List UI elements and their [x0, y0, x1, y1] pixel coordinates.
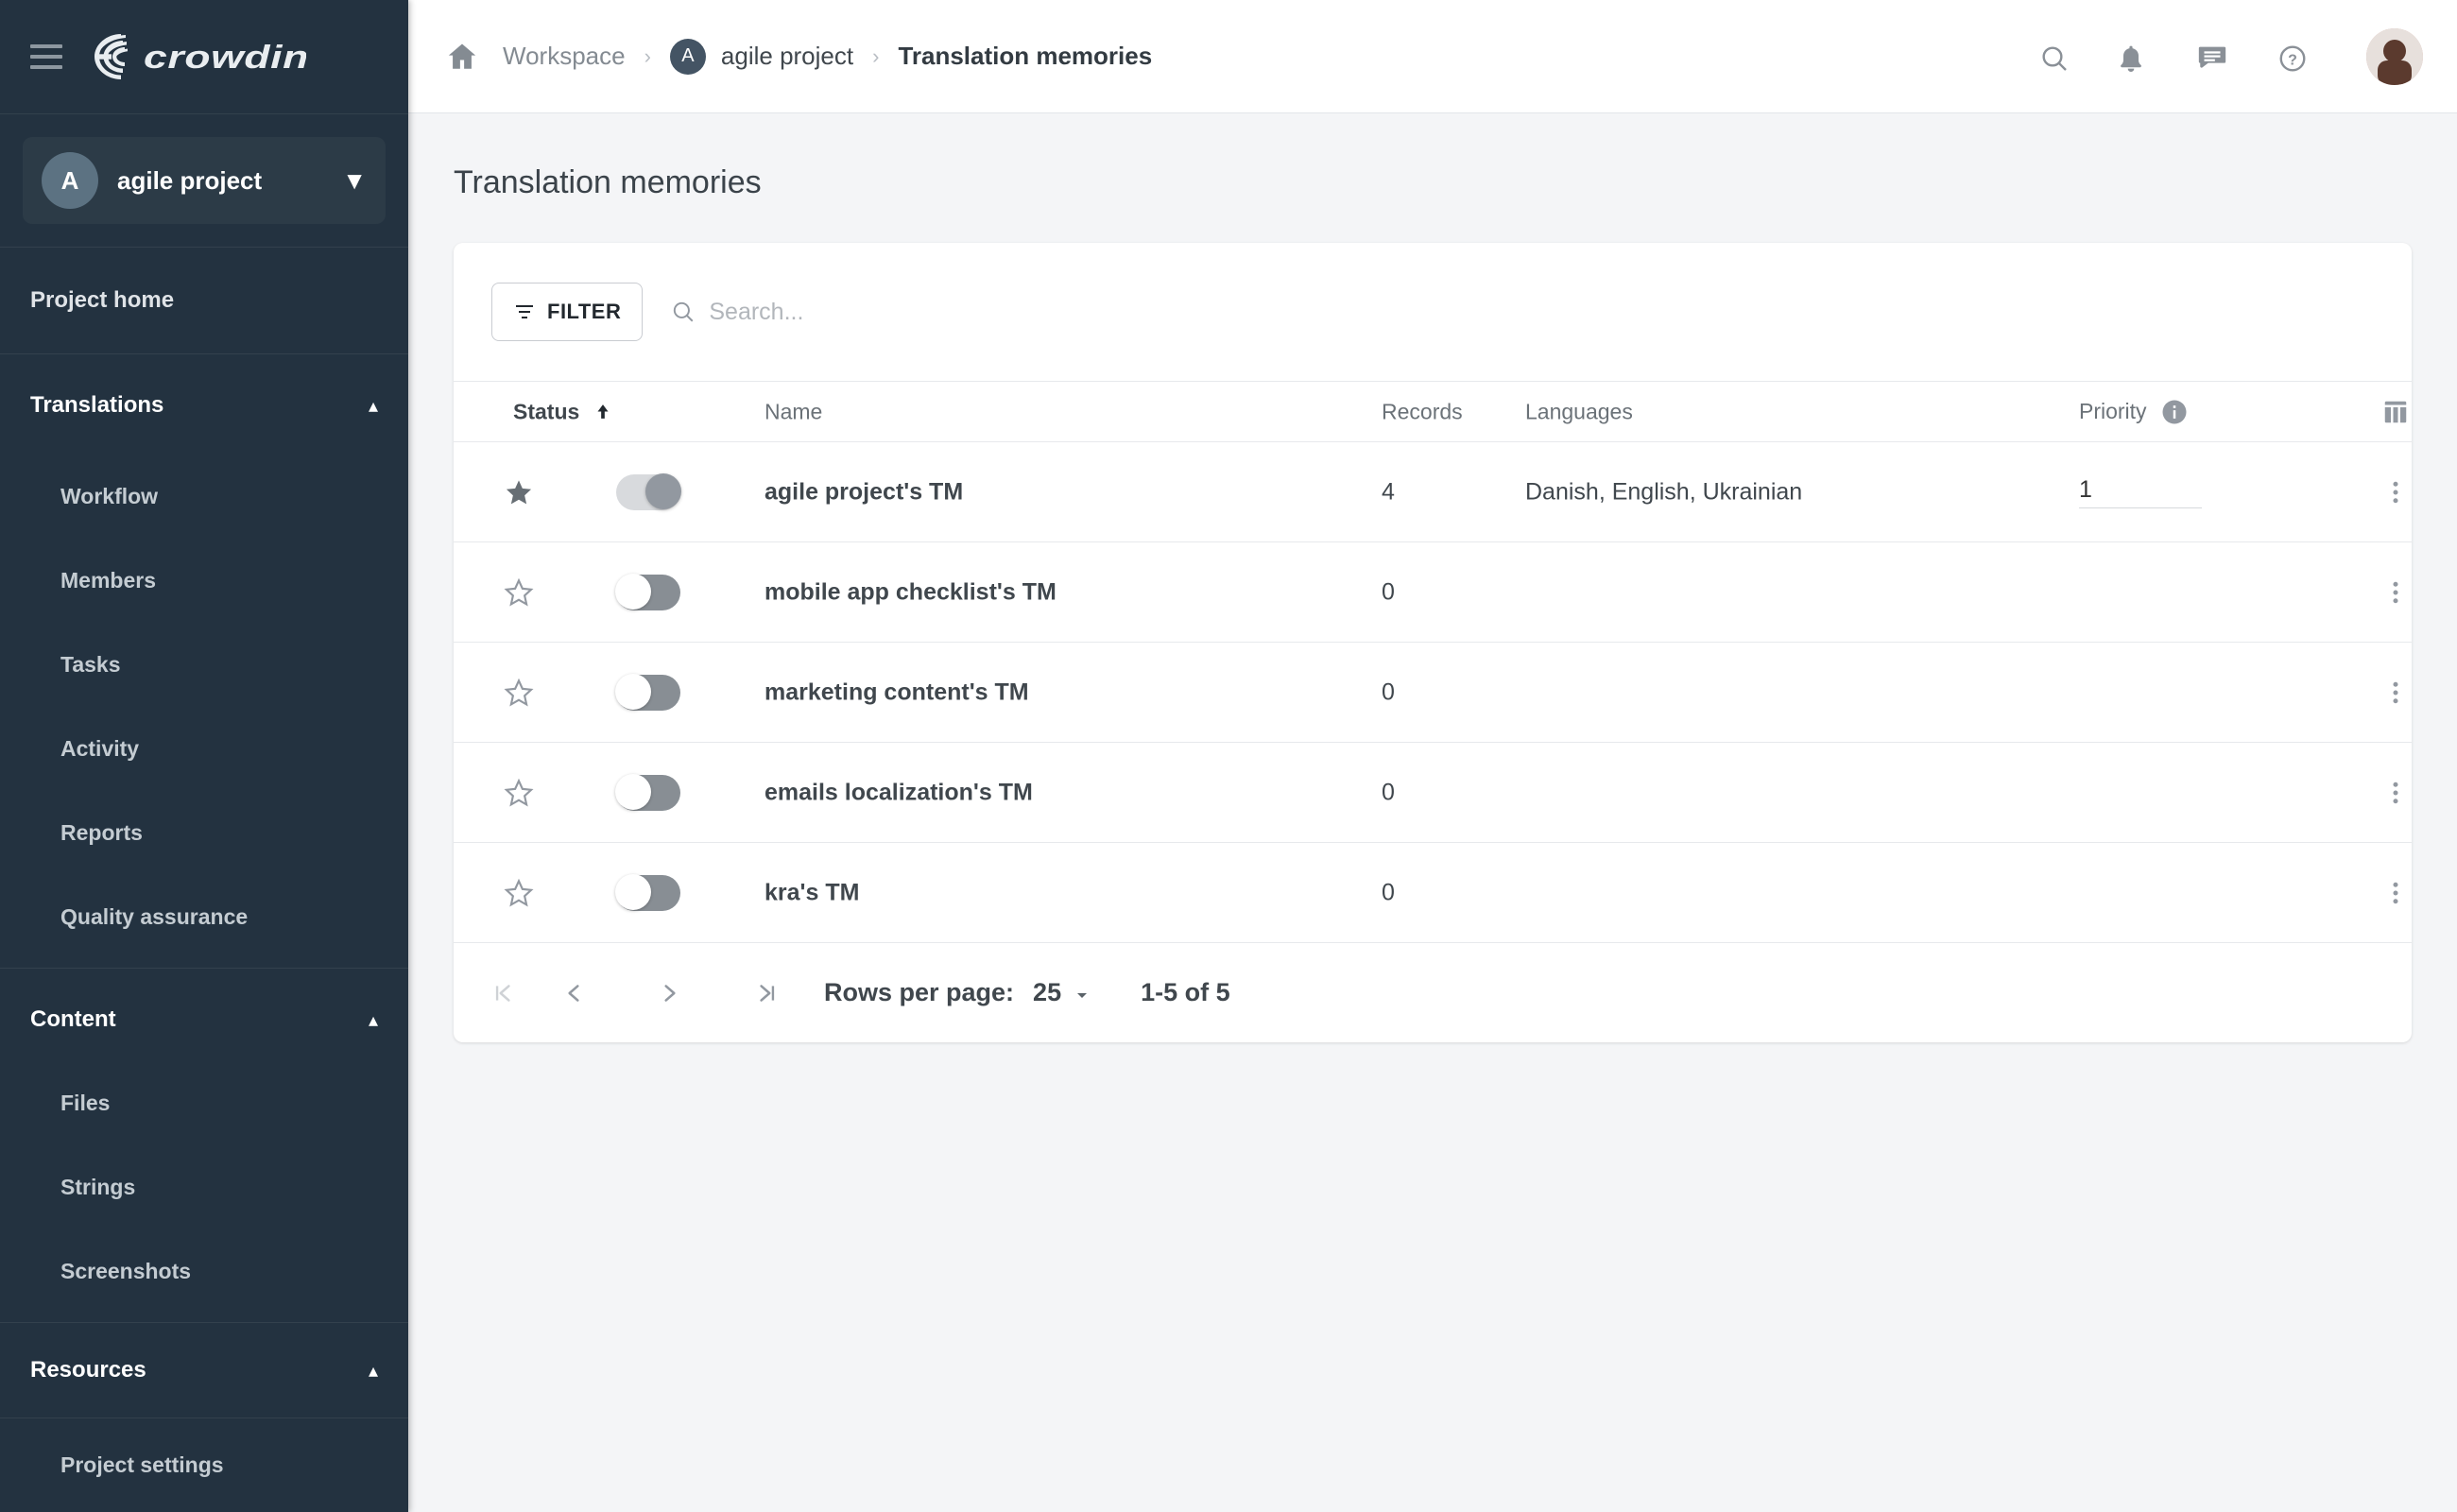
svg-text:?: ? [2288, 53, 2297, 69]
svg-text:crowdin: crowdin [144, 40, 306, 76]
